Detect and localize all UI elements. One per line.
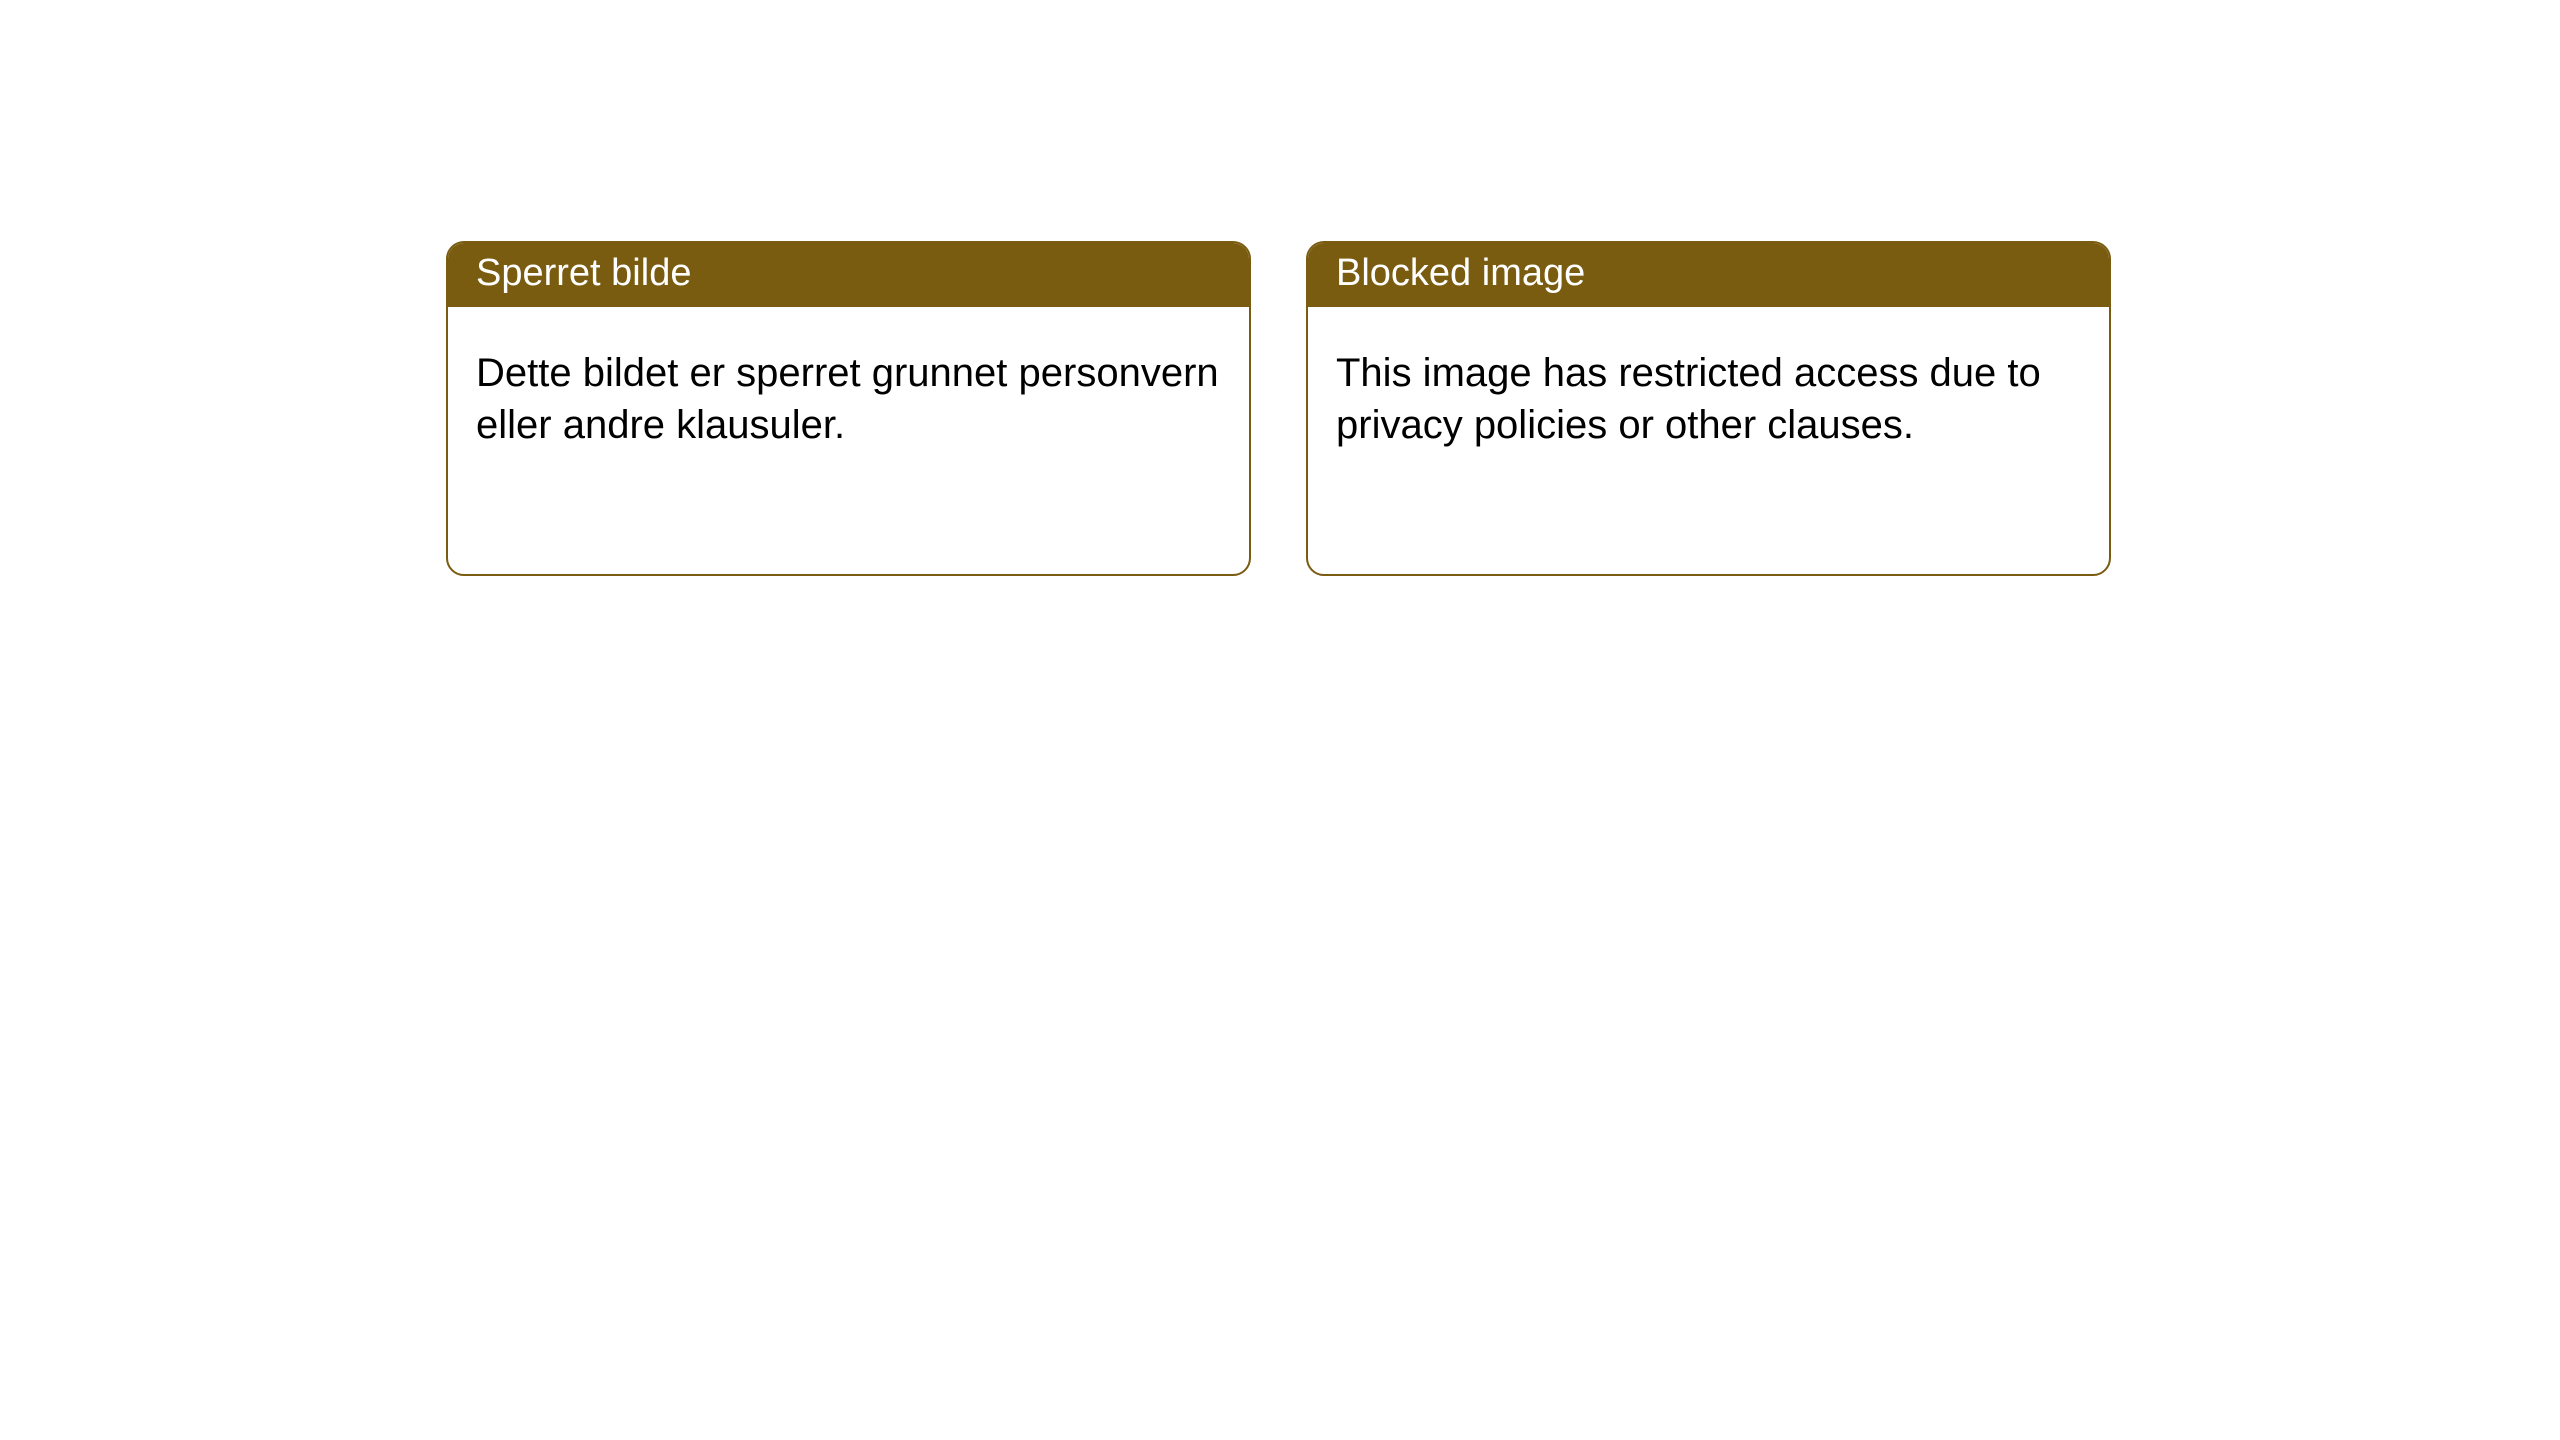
card-header: Sperret bilde (448, 243, 1249, 307)
notice-card-english: Blocked image This image has restricted … (1306, 241, 2111, 576)
card-body: This image has restricted access due to … (1308, 307, 2109, 479)
notice-card-norwegian: Sperret bilde Dette bildet er sperret gr… (446, 241, 1251, 576)
notice-cards-container: Sperret bilde Dette bildet er sperret gr… (446, 241, 2111, 576)
card-header: Blocked image (1308, 243, 2109, 307)
card-body: Dette bildet er sperret grunnet personve… (448, 307, 1249, 479)
